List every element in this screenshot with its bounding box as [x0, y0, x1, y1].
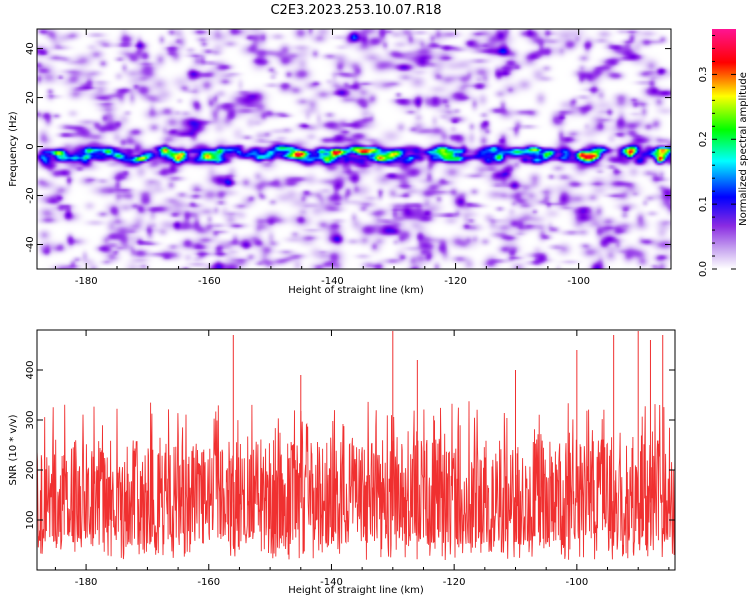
- colorbar-ticks: 0.0 0.1 0.2 0.3: [698, 34, 736, 277]
- colorbar: 0.0 0.1 0.2 0.3 Normalized spectral amplitu…: [698, 29, 749, 277]
- snr-y-axis-label: SNR (10 * v/v): [8, 414, 19, 485]
- snr-y-tick-label: 200: [25, 460, 36, 479]
- snr-panel: -180 -160 -140 -120 -100 100 200 300 400 Height…: [8, 329, 676, 596]
- spectrogram-x-tick-label: -120: [444, 276, 467, 287]
- colorbar-tick-label: 0.0: [698, 261, 709, 277]
- snr-y-tick-label: 100: [25, 510, 36, 529]
- spectrogram-y-axis-label: Frequency (Hz): [8, 111, 19, 187]
- snr-x-tick-label: -160: [197, 577, 220, 588]
- spectrogram-x-tick-label: -100: [567, 276, 590, 287]
- spectrogram-x-tick-label: -180: [75, 276, 98, 287]
- spectrogram-x-axis-label: Height of straight line (km): [288, 285, 424, 296]
- spectrogram-x-tick-label: -140: [321, 276, 344, 287]
- colorbar-gradient: [712, 29, 736, 269]
- spectrogram-y-tick-label: -20: [25, 187, 36, 203]
- spectrogram-frame: [36, 28, 672, 270]
- spectrogram-y-tick-label: -40: [25, 236, 36, 252]
- snr-series: [37, 331, 675, 561]
- spectrogram-heatmap: [37, 29, 671, 269]
- spectrogram-panel: -180 -160 -140 -120 -100 -40 -20 0 20 40 Height …: [8, 28, 672, 296]
- snr-y-tick-label: 400: [25, 360, 36, 379]
- snr-x-axis-label: Height of straight line (km): [288, 585, 424, 596]
- colorbar-tick-label: 0.1: [698, 196, 709, 212]
- snr-y-tick-label: 300: [25, 410, 36, 429]
- snr-series-line: [37, 401, 675, 561]
- snr-x-tick-label: -100: [565, 577, 588, 588]
- spectrogram-y-tick-label: 0: [25, 143, 36, 149]
- snr-frame: [36, 329, 676, 571]
- colorbar-tick-label: 0.3: [698, 66, 709, 82]
- snr-x-tick-label: -140: [320, 577, 343, 588]
- snr-y-ticks: 100 200 300 400: [25, 360, 675, 530]
- spectrogram-y-ticks: -40 -20 0 20 40: [25, 42, 671, 253]
- snr-x-ticks: -180 -160 -140 -120 -100: [54, 330, 670, 588]
- spectrogram-x-ticks: -180 -160 -140 -120 -100: [54, 29, 672, 287]
- spectrogram-y-tick-label: 20: [25, 91, 36, 104]
- snr-x-tick-label: -120: [443, 577, 466, 588]
- spectrogram-x-tick-label: -160: [198, 276, 221, 287]
- colorbar-label: Normalized spectral amplitude: [738, 72, 749, 226]
- figure-title: C2E3.2023.253.10.07.R18: [270, 3, 441, 18]
- snr-x-tick-label: -180: [75, 577, 98, 588]
- colorbar-tick-label: 0.2: [698, 131, 709, 147]
- spectrogram-y-tick-label: 40: [25, 42, 36, 55]
